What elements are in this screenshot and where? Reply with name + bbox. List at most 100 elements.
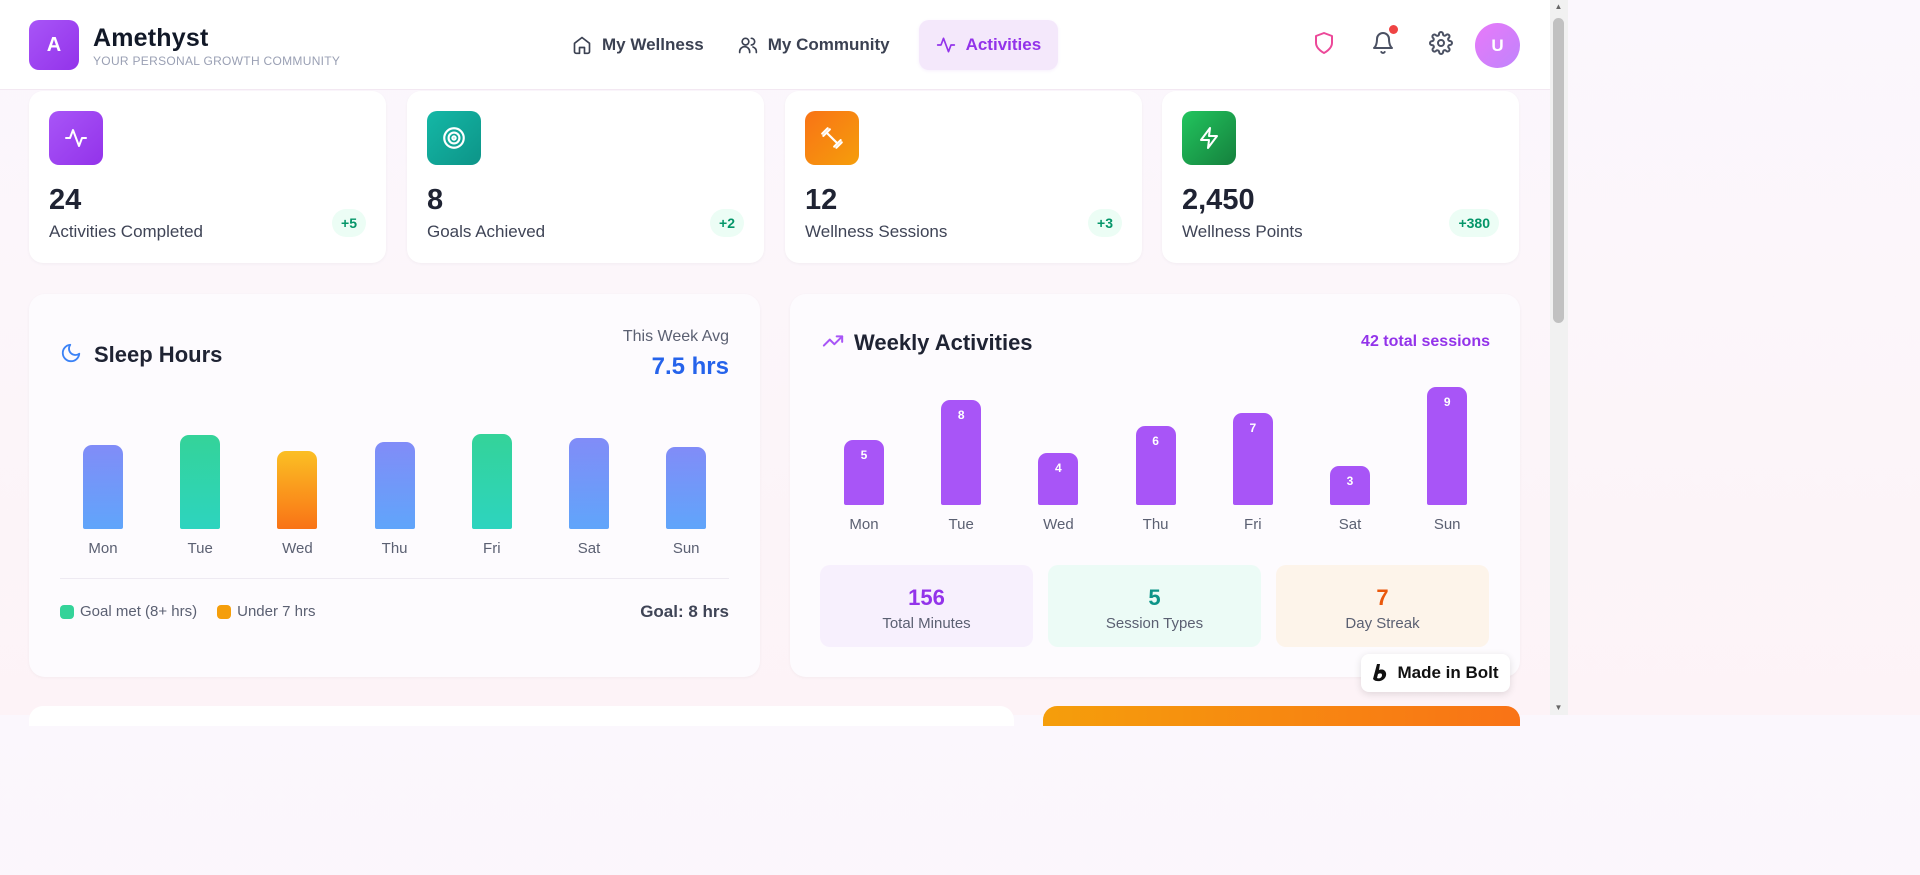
stat-value: 8	[427, 184, 444, 216]
trending-up-icon	[822, 335, 844, 347]
day-label: Fri	[483, 540, 501, 557]
nav-label: My Wellness	[602, 35, 704, 54]
next-section-card-left	[29, 706, 1014, 726]
divider	[60, 578, 729, 579]
day-label: Sun	[1433, 516, 1461, 533]
sleep-bar[interactable]	[374, 441, 415, 529]
day-label: Tue	[948, 516, 974, 533]
mini-value: 156	[908, 585, 945, 610]
activity-icon	[49, 111, 103, 165]
stat-change-badge: +3	[1088, 209, 1122, 237]
day-label: Sun	[672, 540, 700, 557]
legend-swatch-goal	[60, 604, 74, 619]
stat-value: 12	[805, 184, 838, 216]
shield-icon[interactable]	[1311, 30, 1337, 56]
scroll-up-arrow[interactable]: ▲	[1554, 2, 1563, 11]
gear-icon[interactable]	[1428, 30, 1454, 56]
day-label: Wed	[282, 540, 313, 557]
bar-value-label: 6	[1152, 434, 1159, 449]
activity-bar[interactable]	[941, 400, 982, 505]
activity-bar[interactable]	[1038, 452, 1079, 505]
home-icon	[573, 36, 591, 55]
panel-title: Weekly Activities	[854, 330, 1033, 355]
legend-under-label: Under 7 hrs	[237, 603, 316, 620]
brand-tagline: YOUR PERSONAL GROWTH COMMUNITY	[93, 54, 341, 68]
stat-value: 24	[49, 184, 82, 216]
user-avatar[interactable]: U	[1475, 23, 1520, 68]
day-label: Fri	[1244, 516, 1262, 533]
activity-bar[interactable]	[1427, 387, 1468, 505]
stat-label: Activities Completed	[49, 222, 204, 241]
goal-text: Goal: 8 hrs	[640, 602, 729, 621]
activity-bar[interactable]	[1330, 465, 1370, 505]
mini-label: Session Types	[1105, 615, 1204, 632]
stat-change-badge: +2	[710, 209, 744, 237]
sleep-hours-panel: Sleep Hours This Week Avg 7.5 hrs Mon Tue…	[29, 294, 760, 677]
users-icon	[738, 37, 757, 54]
legend: Goal met (8+ hrs) Under 7 hrs	[60, 603, 316, 620]
activity-bar[interactable]	[1232, 413, 1273, 505]
nav-activities[interactable]: Activities	[918, 20, 1059, 70]
day-label: Thu	[1142, 516, 1169, 533]
stat-card-points: 2,450 Wellness Points +380	[1162, 91, 1519, 263]
bar-value-label: 7	[1249, 421, 1257, 436]
bolt-badge-label: Made in Bolt	[1397, 663, 1499, 682]
nav-my-wellness[interactable]: My Wellness	[555, 20, 721, 70]
avg-value: 7.5 hrs	[651, 353, 729, 380]
sleep-bar[interactable]	[666, 447, 707, 529]
stat-value: 2,450	[1182, 184, 1255, 216]
panel-title: Sleep Hours	[94, 342, 223, 367]
legend-goal-label: Goal met (8+ hrs)	[80, 603, 198, 620]
stat-label: Goals Achieved	[427, 222, 546, 241]
total-minutes-card: 156 Total Minutes	[820, 565, 1033, 647]
nav-my-community[interactable]: My Community	[721, 20, 907, 70]
bar-value-label: 9	[1443, 395, 1451, 410]
legend-swatch-under	[217, 604, 232, 619]
day-label: Wed	[1043, 516, 1074, 533]
stat-card-sessions: 12 Wellness Sessions +3	[785, 91, 1142, 263]
bar-value-label: 3	[1346, 473, 1354, 488]
top-header: A Amethyst YOUR PERSONAL GROWTH COMMUNIT…	[0, 0, 1550, 90]
activity-bar[interactable]	[844, 439, 884, 505]
lightning-icon	[1182, 111, 1236, 165]
sleep-bar[interactable]	[180, 435, 221, 529]
bar-value-label: 4	[1055, 460, 1062, 475]
main-nav: My Wellness My Community Activities	[555, 20, 1059, 70]
notification-dot	[1389, 25, 1398, 34]
stat-label: Wellness Sessions	[805, 222, 948, 241]
mini-label: Day Streak	[1345, 615, 1420, 632]
made-in-bolt-badge[interactable]: Made in Bolt	[1361, 654, 1510, 692]
bell-icon[interactable]	[1370, 25, 1398, 56]
brand-logo[interactable]: A	[29, 20, 79, 70]
session-types-card: 5 Session Types	[1048, 565, 1261, 647]
stat-change-badge: +380	[1449, 209, 1499, 237]
scroll-down-arrow[interactable]: ▼	[1554, 703, 1563, 712]
sleep-bar[interactable]	[569, 438, 609, 529]
dumbbell-icon	[805, 111, 859, 165]
activity-icon	[936, 37, 955, 53]
target-icon	[427, 111, 481, 165]
next-section-card-right	[1043, 706, 1520, 726]
mini-label: Total Minutes	[882, 615, 971, 632]
activity-bar[interactable]	[1135, 426, 1176, 505]
day-label: Sat	[1338, 516, 1362, 533]
day-label: Mon	[849, 516, 879, 533]
total-sessions[interactable]: 42 total sessions	[1361, 333, 1490, 350]
sleep-bar[interactable]	[83, 445, 123, 529]
sleep-bar[interactable]	[277, 450, 318, 529]
avg-label: This Week Avg	[622, 328, 729, 345]
sleep-bar[interactable]	[471, 434, 512, 529]
mini-value: 7	[1376, 585, 1389, 610]
scrollbar-thumb[interactable]	[1553, 18, 1564, 323]
activities-bar-chart: 5 Mon 8 Tue 4 Wed 6 Thu 7 Fri 3 Sat 9 Sun	[790, 294, 1520, 544]
brand-name: Amethyst	[93, 24, 209, 52]
day-label: Sat	[577, 540, 601, 557]
moon-icon	[61, 343, 81, 363]
sleep-bar-chart: Mon Tue Wed Thu Fri Sat Sun	[29, 294, 760, 574]
stat-card-activities: 24 Activities Completed +5	[29, 91, 386, 263]
bar-value-label: 8	[957, 408, 965, 423]
nav-label: My Community	[767, 35, 890, 54]
stat-label: Wellness Points	[1182, 222, 1303, 241]
bar-value-label: 5	[860, 447, 868, 462]
mini-value: 5	[1148, 585, 1161, 610]
